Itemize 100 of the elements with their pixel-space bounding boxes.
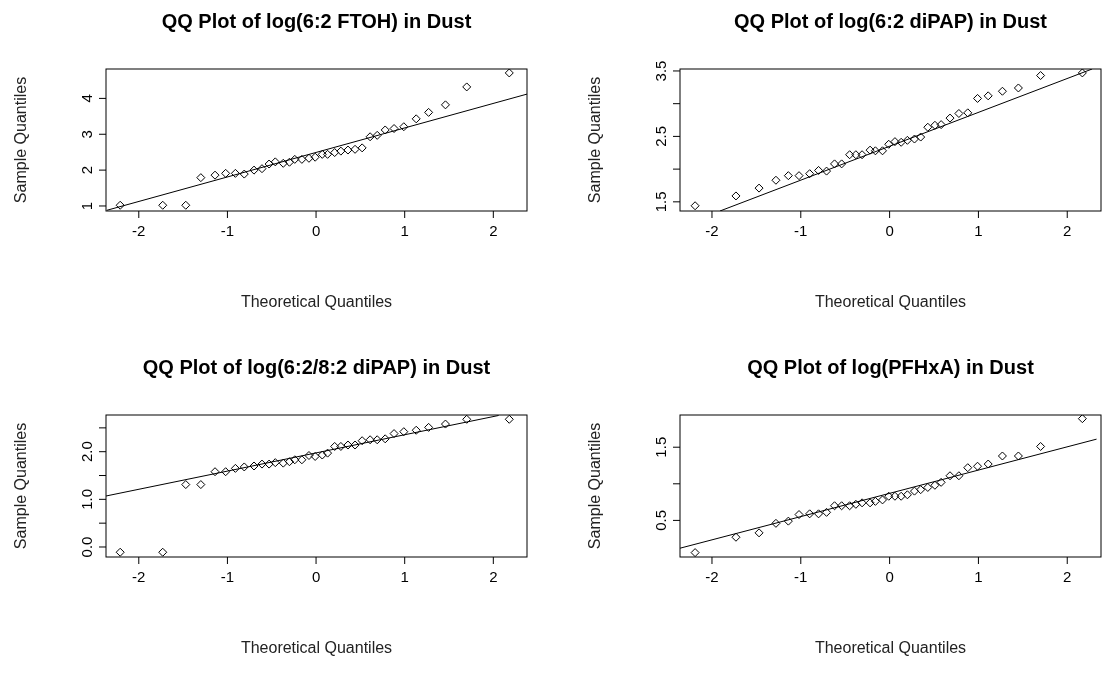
point (794, 171, 804, 181)
point (278, 458, 288, 468)
point (822, 507, 832, 517)
point (504, 415, 514, 424)
y-tick-label: 0.0 (78, 536, 95, 558)
y-tick-label: 3 (78, 130, 95, 139)
y-axis-title: Sample Quantiles (586, 76, 603, 204)
x-axis-title: Theoretical Quantiles (240, 293, 393, 310)
point (909, 486, 919, 496)
point (878, 495, 888, 505)
point (310, 152, 320, 162)
y-tick-label: 1 (78, 201, 95, 211)
point (317, 450, 327, 460)
point (997, 86, 1007, 96)
point (963, 108, 973, 118)
chart-title: QQ Plot of log(6:2 FTOH) in Dust (161, 10, 472, 32)
point (1077, 415, 1087, 424)
point (196, 480, 206, 490)
point (278, 158, 288, 168)
point (350, 440, 360, 450)
point (805, 509, 815, 519)
point (690, 548, 700, 557)
point (221, 168, 231, 178)
point (399, 122, 409, 132)
point (424, 422, 434, 432)
y-tick-label: 2.5 (652, 125, 669, 147)
point (1036, 441, 1046, 451)
point (440, 100, 450, 110)
point (865, 145, 875, 155)
point (440, 419, 450, 429)
point (837, 159, 847, 169)
point (783, 171, 793, 181)
point (230, 463, 240, 473)
x-tick-label: 2 (489, 222, 498, 239)
point (896, 137, 906, 147)
x-tick-label: -1 (220, 222, 235, 239)
x-tick-label: -2 (705, 568, 719, 585)
x-tick-label: 0 (885, 568, 894, 585)
point (945, 471, 955, 481)
point (754, 528, 764, 538)
point (890, 137, 900, 147)
point (310, 451, 320, 461)
point (963, 463, 973, 473)
y-axis-title: Sample Quantiles (12, 422, 29, 550)
point (504, 69, 514, 78)
point (304, 153, 314, 163)
point (323, 149, 333, 159)
point (357, 143, 367, 153)
x-tick-label: -1 (794, 222, 808, 239)
chart-title: QQ Plot of log(6:2/8:2 diPAP) in Dust (142, 356, 491, 378)
point (1036, 71, 1046, 81)
x-tick-label: -1 (220, 568, 235, 585)
point (902, 490, 912, 500)
point (731, 191, 741, 201)
point (851, 499, 861, 509)
y-tick-label: 3.5 (652, 60, 669, 82)
point (424, 107, 434, 117)
point (936, 120, 946, 130)
point (973, 93, 983, 103)
point (973, 461, 983, 471)
y-tick-label: 1.5 (652, 436, 669, 458)
point (365, 132, 375, 142)
point (997, 451, 1007, 461)
chart-title: QQ Plot of log(PFHxA) in Dust (747, 356, 1035, 378)
point (983, 459, 993, 469)
x-tick-label: 0 (885, 222, 894, 239)
point (411, 425, 421, 435)
x-tick-label: 2 (1063, 222, 1072, 239)
point (845, 150, 855, 160)
point (115, 200, 125, 210)
point (1013, 83, 1023, 93)
point (270, 458, 280, 468)
y-tick-label: 4 (78, 94, 95, 103)
y-tick-label: 1.5 (652, 191, 669, 213)
point (239, 169, 249, 179)
point (380, 125, 390, 135)
point (830, 159, 840, 169)
point (837, 501, 847, 511)
point (323, 448, 333, 458)
point (304, 451, 314, 460)
point (264, 459, 274, 469)
point (336, 441, 346, 451)
chart-title: QQ Plot of log(6:2 diPAP) in Dust (734, 10, 1048, 32)
point (257, 164, 267, 174)
x-tick-label: 0 (311, 222, 321, 239)
point (870, 146, 880, 156)
point (380, 434, 390, 444)
point (783, 516, 793, 526)
point (1013, 451, 1023, 461)
point (731, 532, 741, 542)
x-tick-label: 2 (489, 568, 498, 585)
x-axis-title: Theoretical Quantiles (814, 293, 967, 310)
point (196, 173, 206, 183)
point (896, 491, 906, 501)
point (870, 496, 880, 506)
point (297, 455, 307, 465)
point (181, 200, 191, 210)
point (830, 501, 840, 511)
point (754, 183, 764, 193)
point (115, 547, 125, 557)
